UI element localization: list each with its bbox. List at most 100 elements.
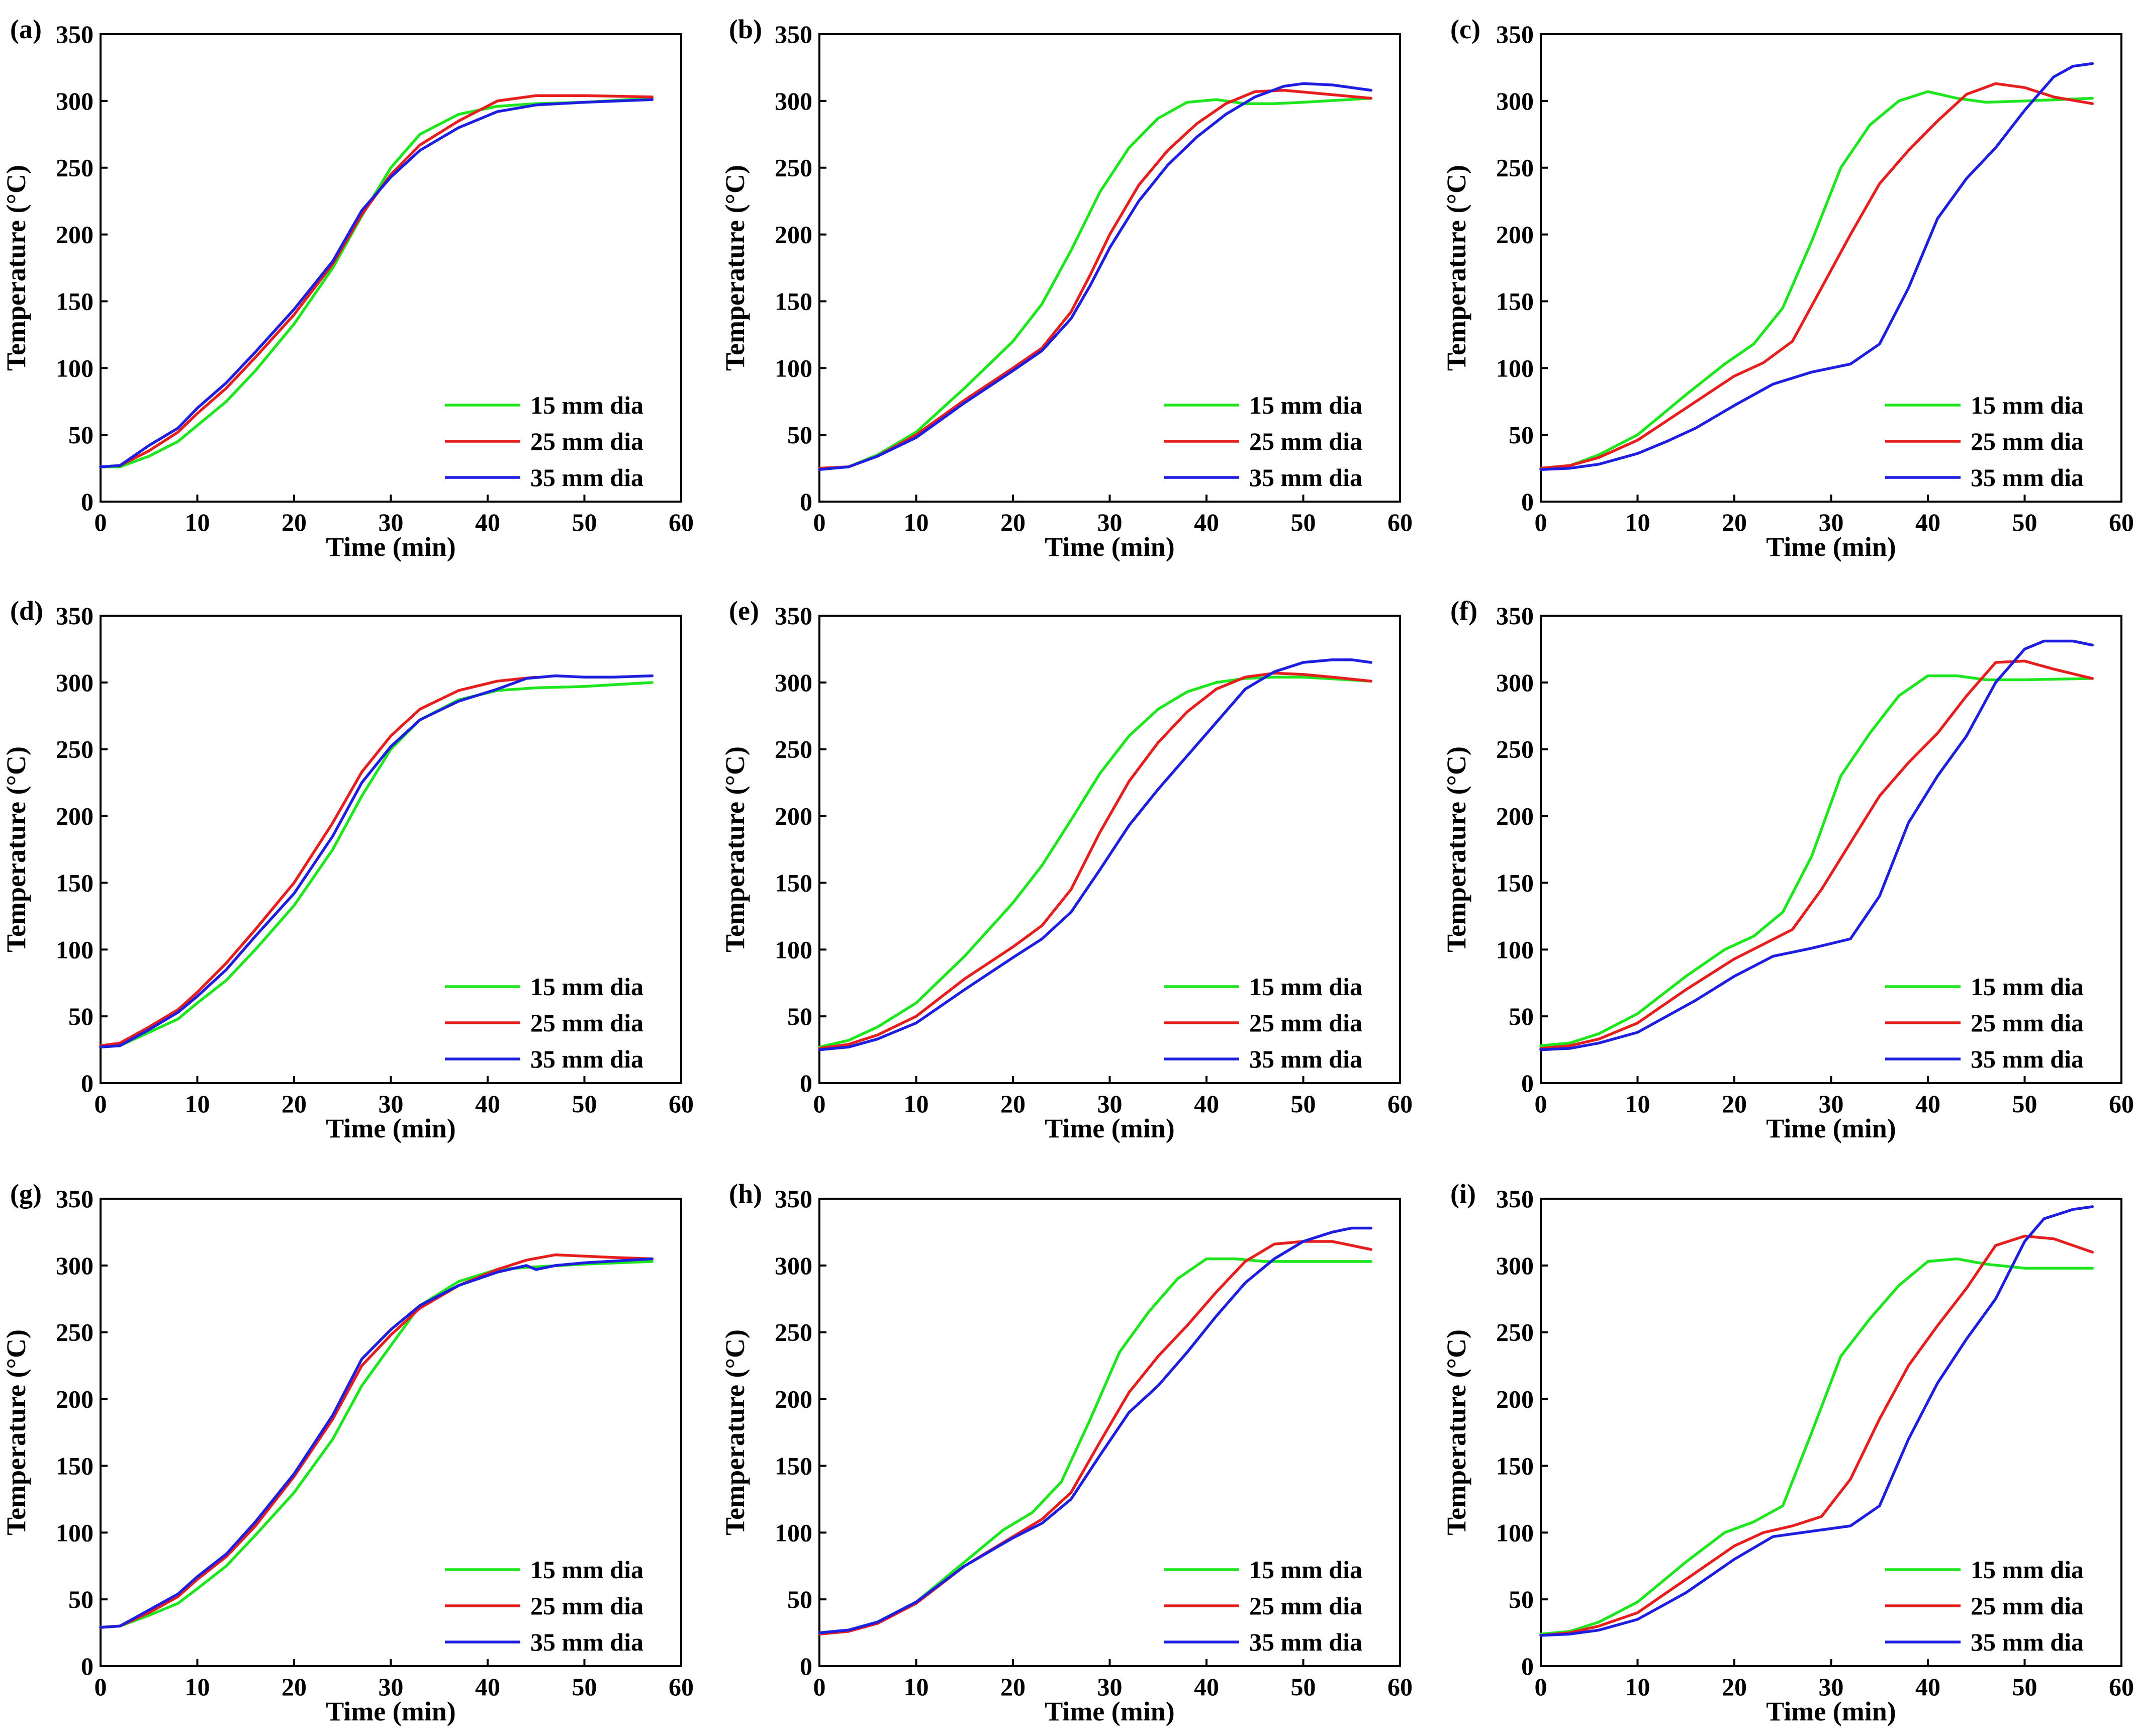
series-line-1 [818,97,1373,470]
x-tick-label: 20 [1000,1090,1026,1118]
legend-label-3: 35 mm dia [1249,1628,1362,1656]
legend-label-2: 25 mm dia [1971,1009,2084,1037]
x-tick-label: 40 [1194,508,1219,536]
x-tick-label: 0 [813,1673,826,1701]
y-tick-label: 200 [775,802,812,830]
y-tick-label: 200 [56,1385,94,1413]
panel-label: (e) [729,596,759,626]
y-tick-label: 0 [800,1652,812,1680]
series-line-1 [1539,90,2094,470]
x-tick-label: 50 [1291,1090,1316,1118]
y-tick-label: 300 [1496,1251,1534,1280]
y-tick-label: 50 [787,421,812,449]
y-tick-label: 300 [1496,87,1534,115]
y-tick-label: 0 [81,1069,94,1097]
x-axis-label: Time (min) [1045,532,1174,562]
y-tick-label: 100 [1496,935,1534,963]
series-line-3 [1539,1205,2094,1637]
y-axis-label: Temperature (°C) [1,746,31,952]
y-axis-label: Temperature (°C) [1,165,31,371]
y-tick-label: 0 [1521,1069,1534,1097]
legend-label-1: 15 mm dia [1971,1556,2084,1584]
y-tick-label: 300 [56,87,94,115]
x-tick-label: 50 [572,1090,597,1118]
y-tick-label: 0 [800,1069,812,1097]
series-line-2 [818,671,1373,1050]
y-tick-label: 0 [1521,488,1534,516]
series-line-2 [99,94,654,468]
series-line-2 [1539,659,2094,1050]
x-tick-label: 0 [813,1090,826,1118]
series-line-3 [1539,62,2094,471]
chart-panel-g: 0 10 20 30 40 50 60 0 50 100 150 200 250 300 350 Time (… [1,1179,694,1726]
x-tick-label: 30 [1819,1090,1844,1118]
x-tick-label: 60 [2109,1673,2134,1701]
chart-panel-i: 0 10 20 30 40 50 60 0 50 100 150 200 250 300 350 Time (… [1441,1179,2134,1726]
x-tick-label: 60 [2109,508,2134,536]
series-line-2 [99,1253,654,1629]
legend-label-1: 15 mm dia [1971,973,2084,1001]
y-tick-label: 300 [1496,668,1534,697]
x-tick-label: 20 [1000,1673,1026,1701]
x-tick-label: 50 [1291,508,1316,536]
x-tick-label: 30 [1819,1673,1844,1701]
y-tick-label: 100 [56,354,94,382]
legend-label-1: 15 mm dia [530,391,643,419]
y-tick-label: 150 [56,1452,94,1480]
y-tick-label: 50 [68,1002,94,1030]
legend-label-3: 35 mm dia [530,1045,643,1073]
x-tick-label: 50 [2012,508,2037,536]
series-line-3 [1539,639,2094,1051]
y-tick-label: 150 [1496,869,1534,897]
x-tick-label: 30 [379,1090,404,1118]
x-tick-label: 60 [1387,508,1413,536]
chart-panel-b: 0 10 20 30 40 50 60 0 50 100 150 200 250 300 350 Time (… [720,14,1413,562]
x-axis-label: Time (min) [1766,1696,1896,1726]
x-tick-label: 60 [1387,1673,1413,1701]
panel-label: (d) [10,596,43,626]
legend-label-3: 35 mm dia [1971,1045,2084,1073]
y-tick-label: 150 [56,287,94,315]
legend-label-2: 25 mm dia [1971,1592,2084,1620]
x-tick-label: 10 [904,1090,929,1118]
y-tick-label: 350 [1496,1185,1534,1213]
series-line-3 [818,82,1373,471]
x-tick-label: 40 [1194,1673,1219,1701]
panel-label: (f) [1450,596,1477,626]
y-tick-label: 200 [1496,802,1534,830]
x-tick-label: 30 [379,1673,404,1701]
legend-label-3: 35 mm dia [530,1628,643,1656]
series-line-3 [99,674,654,1049]
x-tick-label: 0 [95,1090,107,1118]
y-tick-label: 250 [775,1318,812,1346]
legend-label-3: 35 mm dia [1971,463,2084,492]
y-tick-label: 350 [775,1185,812,1213]
x-tick-label: 20 [1722,1090,1747,1118]
x-tick-label: 20 [282,508,307,536]
legend-label-1: 15 mm dia [1249,973,1362,1001]
series-line-3 [99,98,654,468]
x-tick-label: 40 [475,508,500,536]
y-tick-label: 150 [775,287,812,315]
panel-label: (b) [729,14,762,44]
y-tick-label: 350 [56,1185,94,1213]
x-axis-label: Time (min) [1766,532,1896,562]
y-tick-label: 350 [56,20,94,48]
y-tick-label: 150 [1496,287,1534,315]
x-tick-label: 10 [1625,1673,1650,1701]
x-tick-label: 10 [185,1673,210,1701]
series-line-3 [818,1226,1373,1634]
legend-label-1: 15 mm dia [1249,391,1362,419]
y-tick-label: 250 [1496,1318,1534,1346]
y-tick-label: 50 [1509,1585,1534,1613]
legend-label-3: 35 mm dia [1249,1045,1362,1073]
y-tick-label: 150 [775,1452,812,1480]
x-tick-label: 20 [282,1090,307,1118]
series-line-2 [99,676,538,1047]
y-axis-label: Temperature (°C) [720,1329,750,1535]
x-tick-label: 0 [1535,1673,1547,1701]
legend-label-3: 35 mm dia [1971,1628,2084,1656]
x-tick-label: 50 [572,1673,597,1701]
x-tick-label: 40 [475,1673,500,1701]
